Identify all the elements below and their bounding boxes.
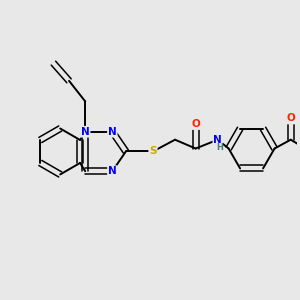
Text: N: N <box>81 127 90 137</box>
Text: N: N <box>108 166 117 176</box>
Text: O: O <box>191 119 200 129</box>
Text: N: N <box>108 127 117 137</box>
Text: H: H <box>217 143 224 152</box>
Text: N: N <box>213 135 222 145</box>
Text: O: O <box>286 113 295 124</box>
Text: S: S <box>149 146 157 157</box>
